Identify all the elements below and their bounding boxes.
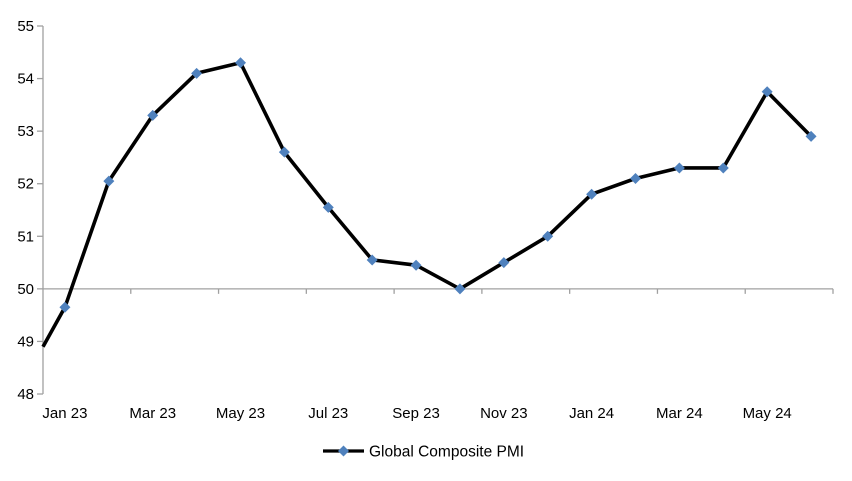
y-axis-label: 49 xyxy=(17,333,34,350)
data-point-marker-sep-23 xyxy=(410,259,422,271)
series-markers xyxy=(59,57,817,313)
x-axis-label: Jul 23 xyxy=(308,405,348,422)
y-axis-label: 51 xyxy=(17,228,34,245)
x-axis-label: Sep 23 xyxy=(392,405,440,422)
y-axis-label: 48 xyxy=(17,386,34,403)
data-point-marker-aug-23 xyxy=(366,254,378,266)
data-point-marker-apr-23 xyxy=(191,67,203,79)
data-point-marker-may-24 xyxy=(761,86,773,98)
y-axis-ticks xyxy=(37,25,43,395)
y-axis-labels: 48 49 50 51 52 53 54 55 xyxy=(17,18,34,403)
data-point-marker-dec-23 xyxy=(542,230,554,242)
legend-label: Global Composite PMI xyxy=(369,444,524,461)
x-axis-label: Mar 23 xyxy=(129,405,176,422)
data-point-marker-may-23 xyxy=(235,57,246,69)
y-axis-label: 55 xyxy=(17,18,34,35)
x-axis-label: Jan 23 xyxy=(42,405,87,422)
legend: Global Composite PMI xyxy=(323,444,524,461)
x-axis-label: Nov 23 xyxy=(480,405,528,422)
data-point-marker-jun-24 xyxy=(805,130,817,142)
data-point-marker-jul-23 xyxy=(322,201,334,213)
data-point-marker-nov-23 xyxy=(498,257,510,269)
data-point-marker-jan-23 xyxy=(59,301,71,313)
data-point-marker-oct-23 xyxy=(454,283,466,295)
data-point-marker-apr-24 xyxy=(717,162,729,174)
y-axis-label: 53 xyxy=(17,123,34,140)
data-point-marker-jan-24 xyxy=(586,188,598,200)
data-point-marker-mar-23 xyxy=(147,109,159,121)
legend-diamond-icon xyxy=(338,445,349,457)
x-axis-label: Jan 24 xyxy=(569,405,614,422)
series-line-global-composite-pmi xyxy=(41,61,813,348)
y-axis-label: 54 xyxy=(17,71,34,88)
y-axis-label: 52 xyxy=(17,176,34,193)
data-point-marker-jun-23 xyxy=(278,146,290,158)
x-axis-ticks xyxy=(130,288,834,294)
x-axis-label: Mar 24 xyxy=(656,405,703,422)
y-axis-label: 50 xyxy=(17,281,34,298)
x-axis-label: May 24 xyxy=(743,405,792,422)
x-axis-labels: Jan 23 Mar 23 May 23 Jul 23 Sep 23 Nov 23 Jan … xyxy=(42,405,791,422)
x-axis-label: May 23 xyxy=(216,405,265,422)
data-point-marker-feb-24 xyxy=(630,172,641,184)
data-point-marker-feb-23 xyxy=(103,175,115,187)
data-point-marker-mar-24 xyxy=(673,162,685,174)
